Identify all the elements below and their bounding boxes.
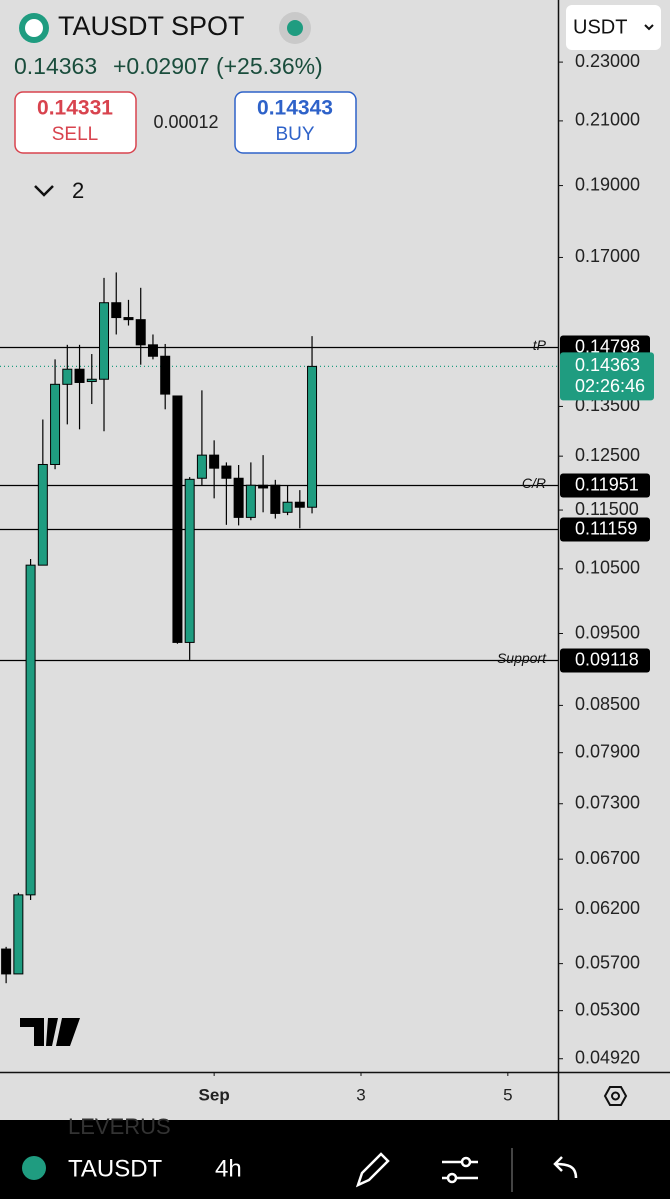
y-tick-label: 0.21000 — [575, 110, 640, 130]
last-price-box — [560, 352, 654, 401]
candle-body — [184, 478, 195, 643]
y-tick-label: 0.05300 — [575, 999, 640, 1019]
candle-body — [209, 454, 220, 469]
candle-body — [37, 463, 48, 566]
level-name: C/R — [522, 475, 546, 491]
currency-select[interactable] — [566, 5, 661, 50]
level-price: 0.11951 — [575, 474, 639, 494]
y-tick-label: 0.07300 — [575, 792, 640, 812]
y-tick-label: 0.10500 — [575, 558, 640, 578]
candle-body — [245, 484, 256, 518]
collapse-icon[interactable] — [34, 185, 54, 197]
spread: 0.00012 — [153, 112, 218, 132]
candle-body — [1, 948, 12, 975]
candle-body — [172, 395, 183, 643]
coin-logo-inner — [25, 19, 43, 37]
countdown: 02:26:46 — [575, 376, 645, 396]
undo-icon[interactable] — [553, 1156, 578, 1179]
candle-body — [233, 477, 244, 518]
candle-body — [294, 501, 305, 508]
level-name: tP — [533, 337, 547, 353]
footer-interval[interactable]: 4h — [215, 1155, 242, 1182]
level-price: 0.11159 — [575, 518, 637, 538]
settings-icon-center — [611, 1091, 620, 1101]
candle-body — [25, 564, 36, 896]
sell-label: SELL — [52, 124, 98, 145]
y-tick-label: 0.08500 — [575, 694, 640, 714]
symbol: TAUSDT SPOT — [58, 11, 245, 41]
candle-body — [111, 302, 122, 319]
status-dot — [287, 20, 303, 36]
y-tick-label: 0.07900 — [575, 741, 640, 761]
candle-body — [62, 368, 73, 385]
y-tick-label: 0.17000 — [575, 246, 640, 266]
level-price: 0.09118 — [575, 649, 639, 669]
last-price: 0.14363 — [14, 53, 97, 79]
sell-price: 0.14331 — [37, 97, 113, 120]
footer-symbol[interactable]: TAUSDT — [68, 1155, 163, 1182]
candle-body — [99, 302, 110, 380]
candle-body — [86, 378, 97, 383]
buy-button[interactable] — [234, 91, 357, 154]
dropdown-icon — [644, 24, 654, 31]
y-tick-label: 0.23000 — [575, 51, 640, 71]
tv-logo — [20, 1018, 80, 1046]
buy-price: 0.14343 — [257, 97, 333, 120]
y-tick-label: 0.19000 — [575, 174, 640, 194]
candle-body — [160, 355, 171, 395]
level-price-box — [560, 648, 650, 673]
level-price-box — [560, 473, 650, 498]
sell-button[interactable] — [14, 91, 137, 154]
last-price-label: 0.14363 — [575, 355, 640, 375]
candle-body — [123, 317, 134, 321]
y-tick-label: 0.05700 — [575, 952, 640, 972]
footer-logo — [22, 1156, 46, 1180]
candle-body — [282, 501, 293, 513]
plot-area: 0.230000.210000.190000.170000.135000.125… — [0, 51, 654, 1104]
level-price: 0.14798 — [575, 336, 640, 356]
candle-body — [270, 484, 281, 514]
y-tick-label: 0.09500 — [575, 622, 640, 642]
y-tick-label: 0.04920 — [575, 1047, 640, 1067]
candle-body — [307, 365, 318, 508]
candle-body — [196, 454, 207, 479]
indicator-count: 2 — [72, 178, 84, 203]
candle-body — [258, 484, 269, 489]
level-name: Support — [497, 650, 547, 666]
price-change: +0.02907 (+25.36%) — [113, 53, 323, 79]
y-tick-label: 0.12500 — [575, 445, 640, 465]
draw-icon[interactable] — [355, 1152, 390, 1188]
overlay-text: LEVERUS — [68, 1114, 171, 1139]
y-tick-label: 0.06200 — [575, 898, 640, 918]
y-tick-label: 0.06700 — [575, 848, 640, 868]
y-tick-label: 0.11500 — [575, 499, 639, 519]
candle-body — [13, 894, 24, 975]
slider-knob — [460, 1156, 472, 1168]
candle-body — [221, 465, 232, 479]
currency: USDT — [573, 16, 627, 38]
slider-knob — [446, 1172, 458, 1184]
x-tick-label: 3 — [356, 1085, 365, 1104]
candle-body — [50, 383, 61, 465]
candle-body — [74, 368, 85, 383]
level-price-box — [560, 517, 650, 542]
x-tick-label: 5 — [503, 1085, 512, 1104]
x-tick-label: Sep — [199, 1085, 230, 1104]
settings-icon[interactable] — [603, 1086, 628, 1106]
candle-body — [147, 344, 158, 357]
buy-label: BUY — [275, 124, 314, 145]
candle-body — [135, 319, 146, 346]
